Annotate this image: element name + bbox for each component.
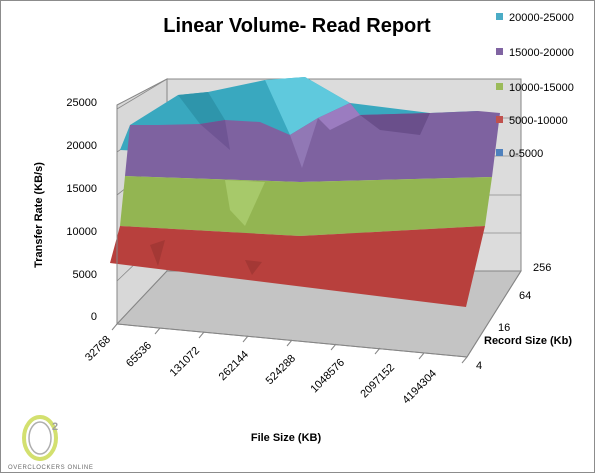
legend-swatch-15000-20000 bbox=[496, 48, 503, 55]
z-tick-label: 256 bbox=[533, 262, 551, 274]
z-tick-label: 16 bbox=[498, 322, 510, 334]
x-ticks bbox=[111, 323, 468, 364]
legend-label: 0-5000 bbox=[509, 148, 543, 160]
surface bbox=[110, 77, 500, 307]
legend-label: 15000-20000 bbox=[509, 47, 574, 59]
legend-label: 5000-10000 bbox=[509, 115, 568, 127]
overclockers-logo: 2 OVERCLOCKERS ONLINE bbox=[8, 415, 93, 471]
logo-superscript: 2 bbox=[52, 421, 58, 433]
z-tick-label: 64 bbox=[519, 290, 531, 302]
surface-highlight bbox=[265, 77, 350, 135]
chart-title: Linear Volume- Read Report bbox=[163, 15, 431, 37]
x-axis-label: File Size (KB) bbox=[251, 432, 322, 444]
y-tick-label: 0 bbox=[91, 311, 97, 323]
y-tick-label: 10000 bbox=[66, 226, 97, 238]
y-axis-label: Transfer Rate (KB/s) bbox=[33, 162, 45, 268]
surface-band-10000-15000 bbox=[120, 176, 492, 236]
y-tick-label: 25000 bbox=[66, 97, 97, 109]
logo-text: OVERCLOCKERS ONLINE bbox=[8, 465, 93, 471]
y-tick-label: 15000 bbox=[66, 183, 97, 195]
legend-swatch-5000-10000 bbox=[496, 116, 503, 123]
z-axis-label: Record Size (Kb) bbox=[484, 335, 572, 347]
legend-label: 10000-15000 bbox=[509, 82, 574, 94]
legend-swatch-20000-25000 bbox=[496, 13, 503, 20]
legend-swatch-0-5000 bbox=[496, 149, 503, 156]
y-tick-label: 20000 bbox=[66, 140, 97, 152]
x-tick-label: 262144 bbox=[217, 349, 251, 383]
x-tick-label: 524288 bbox=[264, 353, 298, 387]
surface-band-5000-10000 bbox=[110, 226, 485, 307]
x-tick-label: 131072 bbox=[168, 345, 202, 379]
x-tick-label: 4194304 bbox=[400, 368, 439, 407]
x-tick-label: 2097152 bbox=[358, 362, 397, 401]
y-tick-label: 5000 bbox=[73, 269, 97, 281]
legend-label: 20000-25000 bbox=[509, 12, 574, 24]
legend-swatch-10000-15000 bbox=[496, 83, 503, 90]
z-tick-label: 4 bbox=[476, 360, 482, 372]
x-tick-label: 1048576 bbox=[308, 357, 347, 396]
x-tick-label: 65536 bbox=[124, 340, 154, 370]
legend: 20000-25000 15000-20000 10000-15000 5000… bbox=[496, 12, 574, 160]
x-tick-label: 32768 bbox=[83, 334, 113, 364]
